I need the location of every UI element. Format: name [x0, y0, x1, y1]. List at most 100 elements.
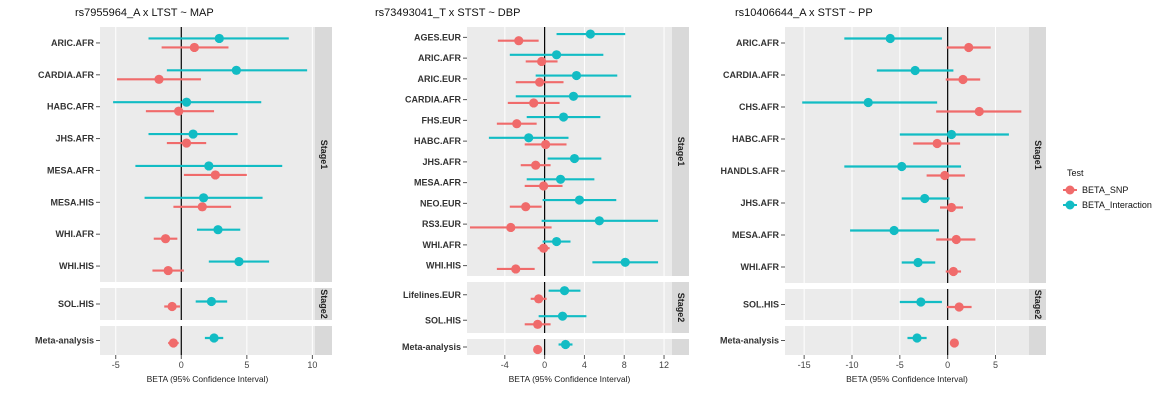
x-axis: -5 0 5 10 BETA (95% Confidence Interval): [112, 355, 317, 384]
study-row: CARDIA.AFR: [723, 65, 981, 85]
interaction-estimate-point: [585, 29, 595, 39]
snp-estimate-point: [533, 319, 543, 329]
study-row: Meta-analysis: [402, 339, 573, 355]
snp-estimate-point: [174, 106, 184, 116]
panel-background: [100, 27, 315, 282]
snp-estimate-point: [506, 222, 516, 233]
facet-strip-label: Stage2: [676, 293, 686, 323]
study-row: HABC.AFR: [732, 129, 1009, 149]
interaction-estimate-point: [571, 70, 582, 81]
facet-strip: [672, 339, 689, 355]
facet-panel: Meta-analysis: [720, 326, 1046, 355]
study-label: WHI.HIS: [59, 261, 94, 271]
study-label: WHI.AFR: [56, 229, 95, 239]
study-row: SOL.HIS: [425, 311, 587, 329]
x-axis: -15 -10 -5 0 5 BETA (95% Confidence Interval): [798, 355, 998, 384]
facet-panel: Stage2 SOL.HIS: [58, 288, 332, 320]
facet-strip-label: Stage1: [1033, 140, 1043, 170]
panel-background: [785, 27, 1029, 283]
snp-estimate-point: [964, 42, 974, 53]
x-tick-label: 8: [622, 360, 627, 370]
interaction-estimate-point: [885, 33, 895, 44]
interaction-estimate-point: [912, 333, 922, 343]
facet-strip: [315, 326, 332, 355]
study-label: CARDIA.AFR: [723, 70, 779, 80]
study-label: MESA.AFR: [47, 165, 95, 175]
facet-panel: Stage1 AGES.EUR ARIC.AFR ARIC.EUR CARDIA.AFR…: [405, 27, 689, 276]
facet-strip-label: Stage1: [676, 137, 686, 167]
study-row: NEO.EUR: [420, 195, 617, 212]
snp-estimate-point: [932, 138, 942, 149]
interaction-estimate-point: [555, 174, 566, 184]
study-row: SOL.HIS: [58, 296, 228, 312]
legend-item-snp: BETA_SNP: [1063, 185, 1128, 195]
study-row: WHI.HIS: [59, 256, 270, 276]
interaction-estimate-point: [206, 296, 217, 307]
facet-strip: [315, 288, 332, 320]
study-label: JHS.AFR: [422, 157, 461, 167]
study-label: FHS.EUR: [421, 115, 461, 125]
snp-estimate-point: [940, 170, 950, 181]
study-label: AGES.EUR: [414, 32, 462, 42]
chart-title: rs10406644_A x STST ~ PP: [735, 7, 873, 19]
interaction-estimate-point: [620, 257, 630, 267]
study-row: MESA.AFR: [414, 174, 595, 191]
panel-background: [785, 326, 1029, 355]
study-label: NEO.EUR: [420, 198, 462, 208]
facet-strip: [1029, 326, 1046, 355]
x-tick-label: 10: [307, 360, 317, 370]
study-label: MESA.AFR: [732, 230, 780, 240]
interaction-estimate-point: [524, 133, 534, 143]
study-label: CARDIA.AFR: [405, 95, 461, 105]
study-row: JHS.AFR: [740, 193, 963, 213]
study-label: JHS.AFR: [740, 198, 779, 208]
study-row: CARDIA.AFR: [405, 91, 632, 108]
interaction-estimate-point: [551, 50, 562, 60]
facet-strip-label: Stage2: [1033, 290, 1043, 320]
interaction-estimate-point: [209, 333, 219, 343]
facet-strip: [672, 27, 689, 276]
facet-strip-label: Stage2: [319, 289, 329, 319]
x-tick-label: -10: [845, 360, 858, 370]
study-row: HABC.AFR: [414, 133, 569, 150]
forest-chart-1: rs7955964_A x LTST ~ MAP Stage1 ARIC.AFR CA…: [35, 7, 332, 384]
interaction-estimate-point: [594, 216, 604, 226]
study-label: Meta-analysis: [35, 336, 94, 346]
interaction-estimate-point: [568, 91, 579, 101]
facet-panel: Stage1 ARIC.AFR CARDIA.AFR HABC.AFR JHS.AFR M…: [38, 27, 332, 282]
snp-estimate-point: [951, 234, 961, 245]
snp-estimate-point: [974, 106, 984, 117]
study-row: WHI.HIS: [426, 257, 659, 274]
snp-estimate-point: [197, 202, 207, 212]
interaction-estimate-point: [897, 161, 907, 172]
interaction-estimate-point: [181, 97, 192, 107]
facet-strip: [315, 27, 332, 282]
interaction-estimate-point: [910, 65, 920, 76]
interaction-estimate-point: [204, 161, 214, 171]
x-tick-label: 0: [945, 360, 950, 370]
facet-strip: [1029, 289, 1046, 320]
forest-chart-3: rs10406644_A x STST ~ PP Stage1 ARIC.AFR CA…: [720, 7, 1046, 384]
x-tick-label: -4: [501, 360, 509, 370]
facet-panel: Stage1 ARIC.AFR CARDIA.AFR CHS.AFR HABC.AFR H…: [721, 27, 1046, 283]
x-tick-label: 0: [179, 360, 184, 370]
snp-estimate-point: [210, 170, 220, 180]
snp-estimate-point: [514, 36, 524, 46]
facet-strip: [1029, 27, 1046, 283]
legend-label-interaction: BETA_Interaction: [1082, 200, 1152, 210]
snp-estimate-point: [181, 138, 192, 148]
x-axis-title: BETA (95% Confidence Interval): [846, 374, 968, 384]
study-label: Lifelines.EUR: [403, 290, 462, 300]
x-tick-label: 4: [582, 360, 587, 370]
interaction-estimate-point: [946, 129, 957, 140]
study-label: HABC.AFR: [47, 102, 94, 112]
chart-title: rs73493041_T x STST ~ DBP: [375, 7, 520, 19]
x-tick-label: -15: [798, 360, 811, 370]
facet-strip: [672, 282, 689, 333]
snp-estimate-point: [535, 77, 545, 87]
study-row: CARDIA.AFR: [38, 65, 308, 84]
study-label: WHI.AFR: [741, 262, 780, 272]
study-row: RS3.EUR: [422, 216, 659, 233]
interaction-estimate-point: [188, 129, 198, 139]
snp-estimate-point: [167, 301, 177, 312]
